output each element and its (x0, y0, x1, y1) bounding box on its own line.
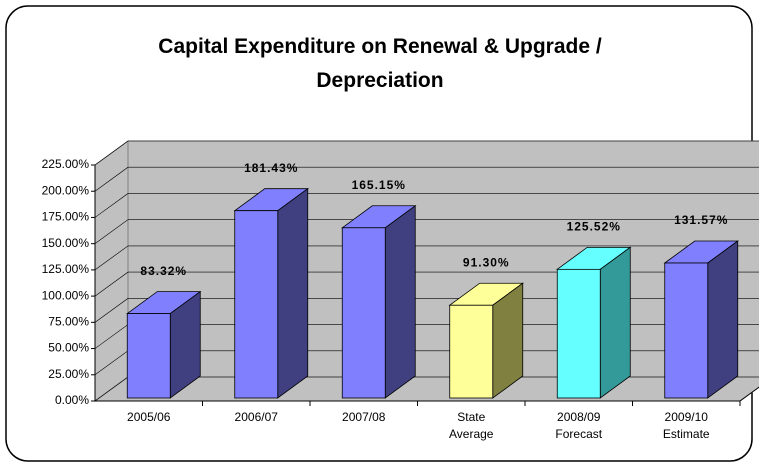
y-tick-label: 0.00% (55, 393, 89, 407)
back-wall (127, 140, 759, 378)
grid-line (94, 245, 759, 271)
bar (664, 262, 709, 399)
x-axis-depth (739, 386, 759, 402)
value-label: 91.30% (463, 255, 510, 269)
side-wall (94, 140, 129, 402)
y-tick-label: 125.00% (42, 262, 90, 276)
y-tick-label: 75.00% (48, 315, 89, 329)
bar (556, 268, 601, 399)
chart-title: Capital Expenditure on Renewal & Upgrade… (158, 35, 602, 92)
y-tick-label: 25.00% (48, 367, 89, 381)
grid-line (94, 166, 759, 192)
value-label: 83.32% (140, 264, 187, 278)
value-label: 165.15% (352, 178, 406, 192)
y-tick-label: 200.00% (42, 183, 90, 197)
x-tick-label: 2009/10 Estimate (662, 410, 710, 441)
y-tick-label: 225.00% (42, 157, 90, 171)
grid-line (94, 219, 759, 244)
x-tick-label: 2006/07 (234, 410, 278, 424)
bar-side (599, 246, 631, 399)
bar-side (384, 204, 416, 399)
value-label: 181.43% (244, 161, 298, 175)
value-label: 131.57% (674, 213, 728, 227)
bar (234, 210, 279, 399)
x-tick-label: State Average (449, 410, 494, 441)
grid-line (94, 193, 759, 218)
grid-line (94, 140, 759, 166)
bar (449, 304, 494, 399)
y-tick-label: 50.00% (48, 341, 89, 355)
x-tick-label: 2007/08 (342, 410, 386, 424)
x-tick-label: 2005/06 (127, 410, 171, 424)
y-tick-label: 150.00% (42, 236, 90, 250)
x-tick-label: 2008/09 Forecast (555, 410, 603, 441)
value-label: 125.52% (567, 220, 621, 234)
bar (126, 313, 171, 399)
bar-side (707, 240, 739, 399)
bar-side (277, 187, 309, 399)
bar (341, 227, 386, 399)
y-tick-label: 100.00% (42, 288, 90, 302)
y-tick-label: 175.00% (42, 210, 90, 224)
